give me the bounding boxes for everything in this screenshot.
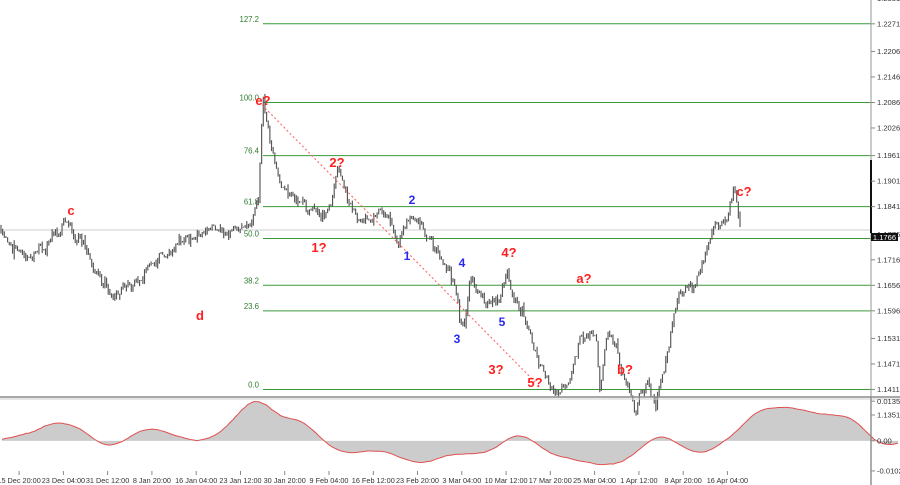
svg-text:3 Mar 04:00: 3 Mar 04:00 bbox=[442, 476, 481, 485]
svg-text:-0.01026: -0.01026 bbox=[877, 467, 900, 476]
svg-text:1.1411: 1.1411 bbox=[877, 385, 900, 394]
svg-text:1.1351: 1.1351 bbox=[877, 411, 900, 420]
svg-text:17 Mar 20:00: 17 Mar 20:00 bbox=[529, 476, 572, 485]
svg-text:1.1471: 1.1471 bbox=[877, 360, 900, 369]
svg-text:23 Feb 20:00: 23 Feb 20:00 bbox=[396, 476, 439, 485]
svg-text:38.2: 38.2 bbox=[244, 276, 259, 285]
svg-text:0.0: 0.0 bbox=[248, 380, 260, 389]
svg-text:31 Dec 12:00: 31 Dec 12:00 bbox=[86, 476, 129, 485]
svg-text:1.2086: 1.2086 bbox=[877, 98, 900, 107]
svg-text:3: 3 bbox=[454, 332, 461, 346]
svg-text:1.1716: 1.1716 bbox=[877, 255, 900, 264]
svg-text:16 Jan 04:00: 16 Jan 04:00 bbox=[175, 476, 217, 485]
svg-text:23.6: 23.6 bbox=[244, 302, 259, 311]
svg-text:1 Apr 12:00: 1 Apr 12:00 bbox=[620, 476, 657, 485]
svg-text:1?: 1? bbox=[311, 240, 326, 255]
svg-text:16 Feb 12:00: 16 Feb 12:00 bbox=[352, 476, 395, 485]
svg-text:e?: e? bbox=[255, 93, 270, 108]
svg-text:5: 5 bbox=[499, 315, 506, 329]
svg-text:23 Jan 12:00: 23 Jan 12:00 bbox=[219, 476, 261, 485]
svg-text:0.00: 0.00 bbox=[877, 436, 892, 445]
svg-text:1.2206: 1.2206 bbox=[877, 47, 900, 56]
svg-text:1.1766: 1.1766 bbox=[873, 233, 896, 242]
svg-text:76.4: 76.4 bbox=[244, 147, 260, 156]
svg-text:5?: 5? bbox=[527, 375, 542, 390]
svg-text:d: d bbox=[196, 308, 204, 323]
svg-text:1.1656: 1.1656 bbox=[877, 281, 900, 290]
svg-text:1.1841: 1.1841 bbox=[877, 202, 900, 211]
svg-text:1.1531: 1.1531 bbox=[877, 334, 900, 343]
svg-text:50.0: 50.0 bbox=[244, 230, 260, 239]
svg-text:9 Feb 04:00: 9 Feb 04:00 bbox=[310, 476, 349, 485]
svg-text:23 Dec 04:00: 23 Dec 04:00 bbox=[42, 476, 85, 485]
svg-text:127.2: 127.2 bbox=[239, 15, 259, 24]
svg-text:1.2271: 1.2271 bbox=[877, 19, 900, 28]
svg-text:8 Apr 20:00: 8 Apr 20:00 bbox=[665, 476, 702, 485]
svg-text:10 Mar 12:00: 10 Mar 12:00 bbox=[485, 476, 528, 485]
svg-text:8 Jan 20:00: 8 Jan 20:00 bbox=[133, 476, 171, 485]
svg-text:15 Dec 20:00: 15 Dec 20:00 bbox=[0, 476, 41, 485]
svg-text:2: 2 bbox=[409, 193, 416, 207]
svg-text:25 Mar 04:00: 25 Mar 04:00 bbox=[573, 476, 616, 485]
svg-text:30 Jan 20:00: 30 Jan 20:00 bbox=[264, 476, 306, 485]
svg-text:1.1901: 1.1901 bbox=[877, 177, 900, 186]
svg-text:4?: 4? bbox=[501, 245, 516, 260]
svg-text:0.0135: 0.0135 bbox=[877, 397, 900, 406]
svg-text:1: 1 bbox=[404, 249, 411, 263]
svg-text:1.1596: 1.1596 bbox=[877, 306, 900, 315]
svg-text:4: 4 bbox=[459, 256, 466, 270]
svg-text:c: c bbox=[67, 203, 74, 218]
svg-text:c?: c? bbox=[736, 184, 751, 199]
svg-text:b?: b? bbox=[617, 362, 633, 377]
svg-text:a?: a? bbox=[576, 271, 591, 286]
svg-text:1.2331: 1.2331 bbox=[877, 0, 900, 3]
svg-text:3?: 3? bbox=[488, 362, 503, 377]
svg-text:1.2026: 1.2026 bbox=[877, 124, 900, 133]
svg-text:1.2146: 1.2146 bbox=[877, 73, 900, 82]
svg-text:2?: 2? bbox=[329, 155, 344, 170]
svg-text:16 Apr 04:00: 16 Apr 04:00 bbox=[707, 476, 748, 485]
svg-text:1.1961: 1.1961 bbox=[877, 151, 900, 160]
